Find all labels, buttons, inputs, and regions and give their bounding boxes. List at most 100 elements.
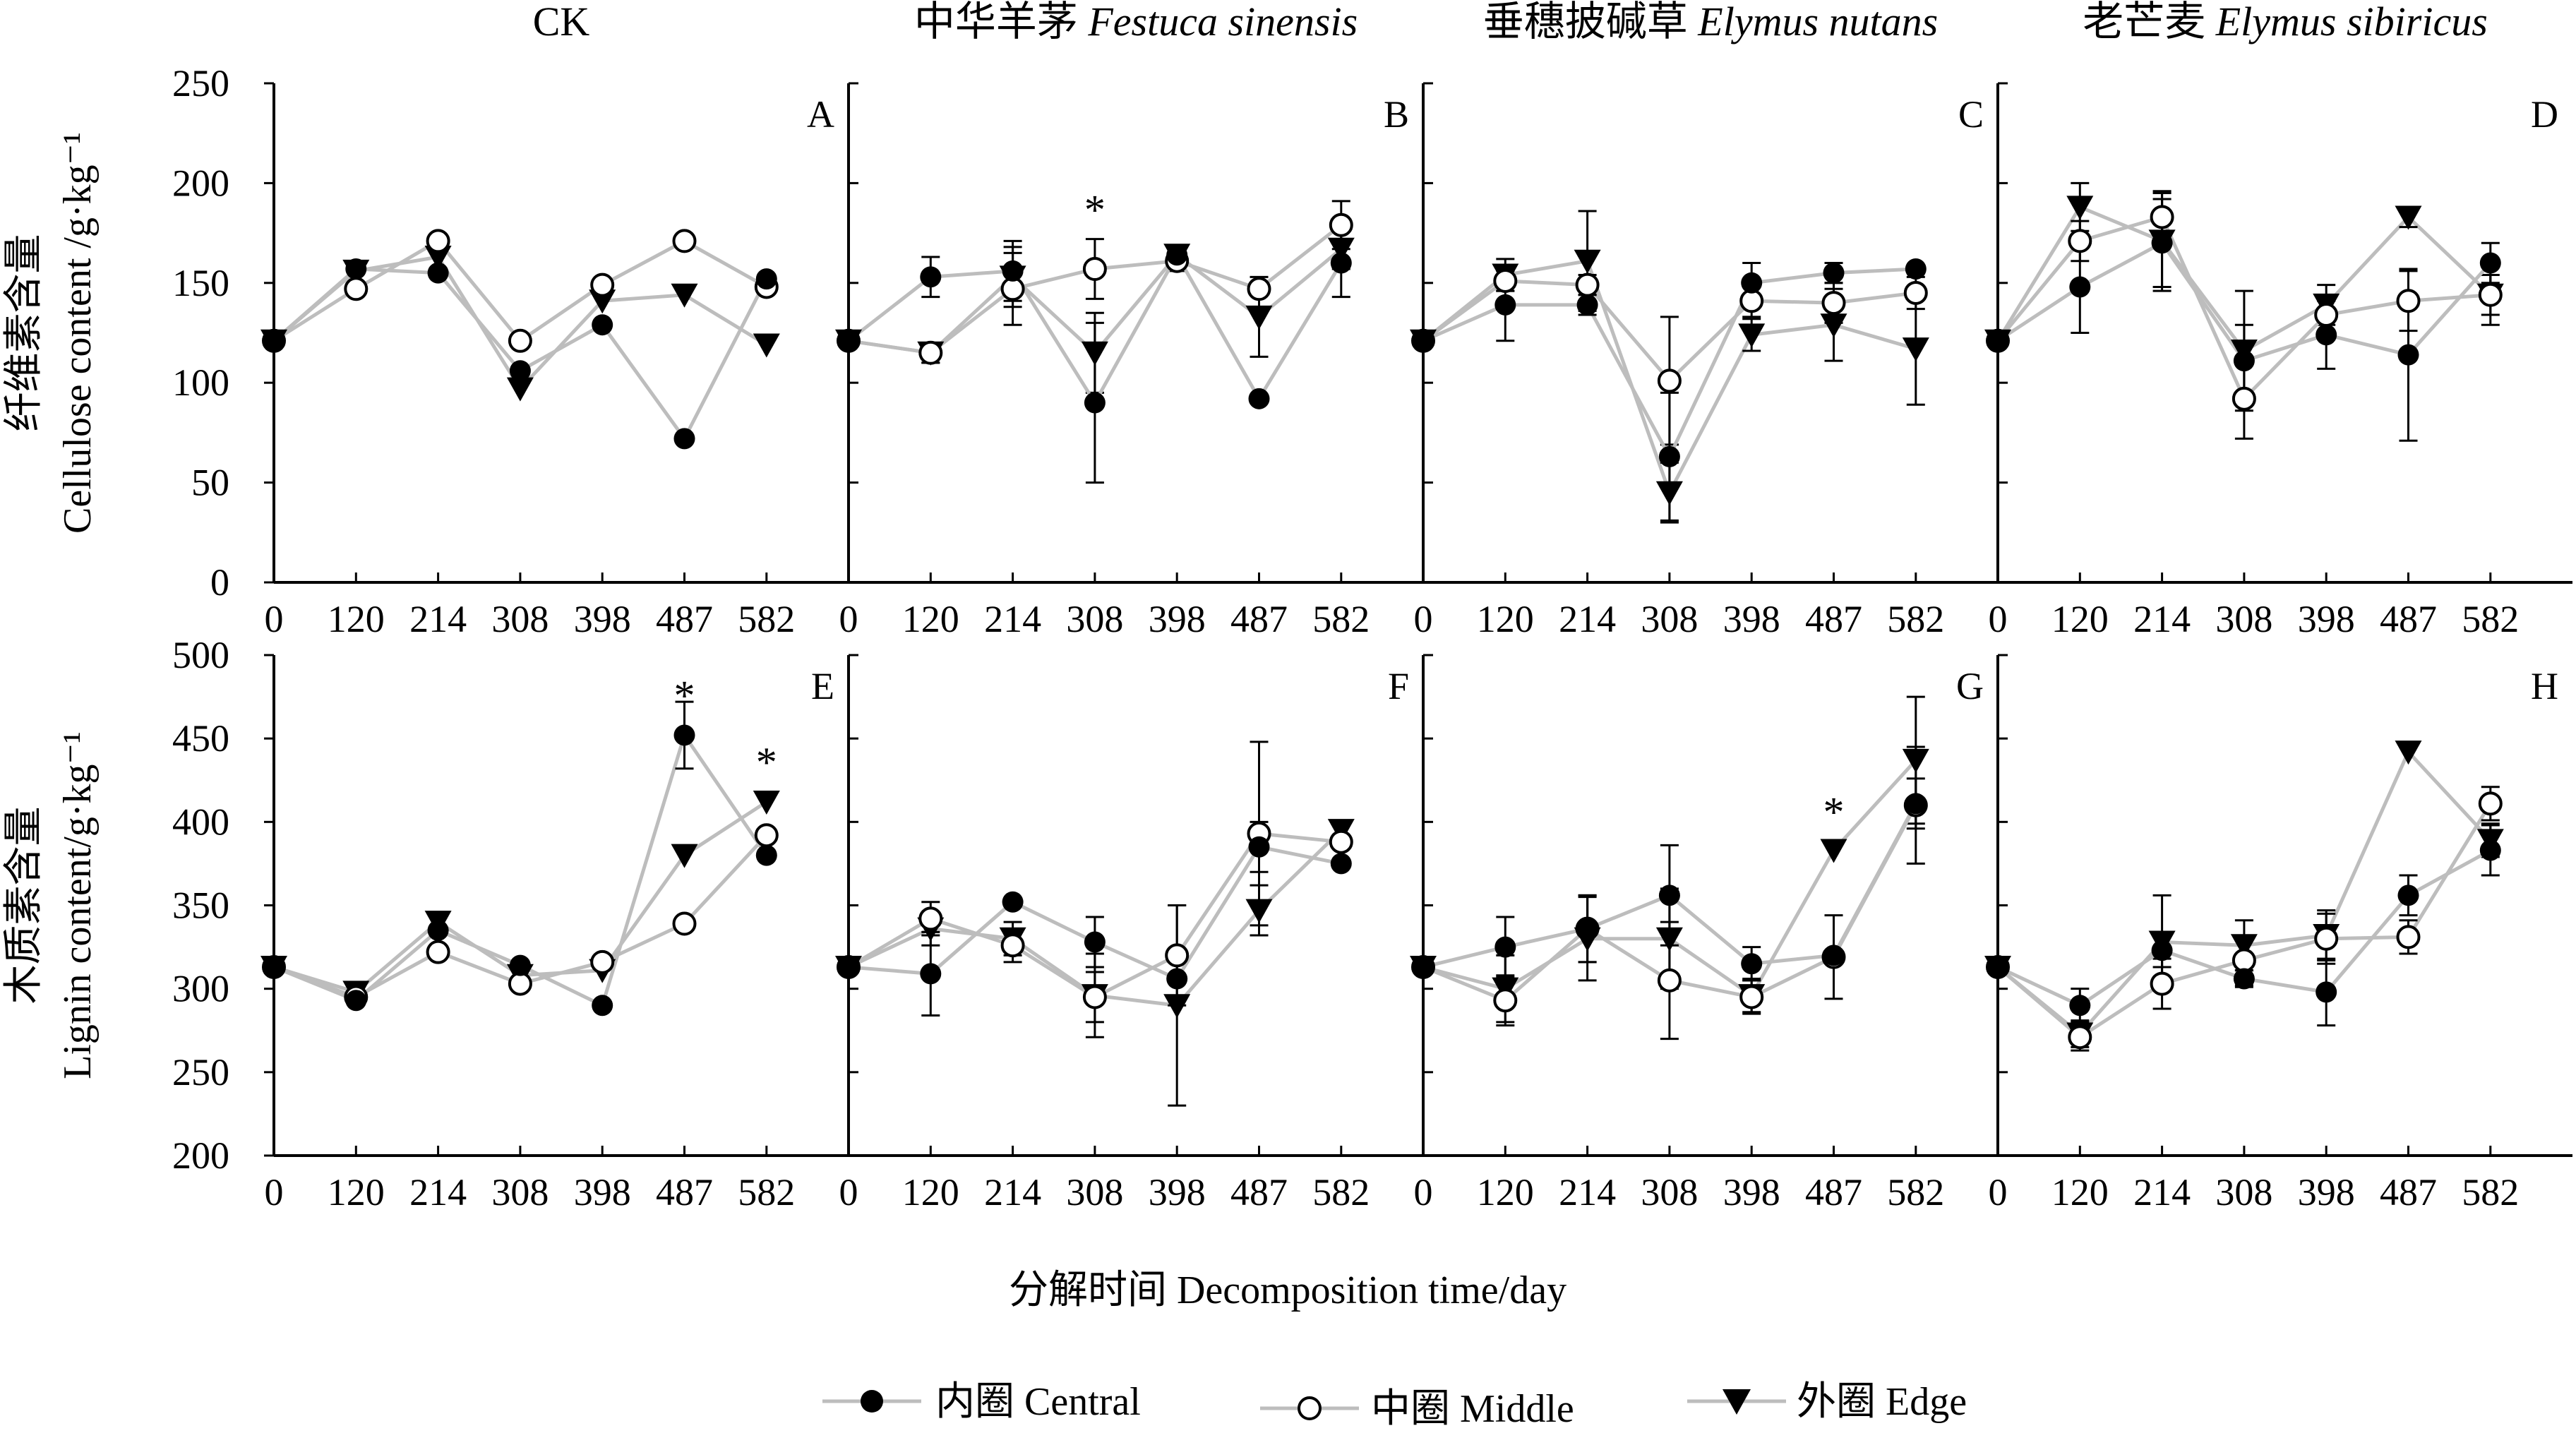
point-central	[2069, 995, 2091, 1017]
x-tick-label: 120	[902, 598, 959, 640]
x-tick-label: 308	[2215, 1171, 2272, 1213]
point-central	[2479, 839, 2501, 861]
y-tick-label: 250	[172, 62, 229, 104]
point-edge	[671, 844, 698, 868]
y-tick-label: 250	[172, 1051, 229, 1093]
point-edge	[2395, 205, 2422, 230]
point-edge	[1738, 323, 1766, 348]
point-central	[1248, 836, 1270, 858]
column-title-0: CK	[533, 0, 590, 44]
x-tick-label: 582	[1312, 1171, 1370, 1213]
point-middle	[2314, 303, 2339, 328]
point-central	[2316, 324, 2337, 346]
point-edge	[2230, 934, 2258, 959]
x-tick-label: 487	[656, 598, 713, 640]
point-central	[1741, 953, 1763, 975]
y-axis-label-en-0: Cellulose content /g·kg⁻¹	[56, 132, 100, 534]
x-tick-label: 308	[1641, 1171, 1698, 1213]
x-tick-label: 120	[2051, 598, 2109, 640]
point-middle	[1247, 277, 1271, 301]
x-tick-label: 0	[839, 1171, 858, 1213]
x-tick-label: 398	[1149, 1171, 1206, 1213]
legend-label-edge: 外圈 Edge	[1797, 1380, 1967, 1424]
legend-marker-central	[861, 1390, 883, 1413]
point-central	[838, 956, 859, 978]
point-middle	[672, 229, 697, 253]
x-tick-label: 487	[2380, 598, 2437, 640]
column-title-3: 老芒麦 Elymus sibiricus	[2083, 0, 2488, 44]
x-tick-label: 214	[2133, 1171, 2191, 1213]
point-central	[1330, 853, 1352, 875]
point-central	[1494, 936, 1516, 958]
panel-letter-B: B	[1384, 93, 1409, 136]
point-central	[1166, 968, 1188, 990]
panel-letter-D: D	[2531, 93, 2558, 136]
point-central	[673, 724, 695, 746]
point-middle	[1000, 933, 1025, 958]
x-tick-label: 120	[902, 1171, 959, 1213]
significance-star: *	[1084, 187, 1106, 234]
point-central	[1905, 793, 1927, 815]
point-middle	[1329, 212, 1353, 237]
point-central	[2069, 276, 2091, 298]
point-middle	[1657, 368, 1682, 393]
x-tick-label: 214	[1559, 598, 1616, 640]
point-middle	[590, 272, 615, 297]
y-tick-label: 350	[172, 885, 229, 927]
x-tick-label: 398	[1149, 598, 1206, 640]
legend-marker-middle	[1298, 1396, 1322, 1420]
point-central	[1576, 918, 1598, 940]
column-title-latin-1: Festuca sinensis	[1078, 0, 1358, 44]
column-title-2: 垂穗披碱草 Elymus nutans	[1483, 0, 1938, 44]
point-central	[2397, 885, 2419, 906]
x-tick-label: 582	[1312, 598, 1370, 640]
x-tick-label: 0	[1989, 598, 2008, 640]
point-middle	[590, 949, 615, 974]
x-tick-label: 308	[1066, 598, 1123, 640]
point-central	[1658, 445, 1680, 467]
x-tick-label: 487	[1230, 1171, 1288, 1213]
x-tick-label: 398	[574, 1171, 631, 1213]
point-edge	[2066, 196, 2094, 220]
point-central	[2233, 350, 2255, 372]
point-middle	[426, 940, 450, 964]
point-edge	[1574, 249, 1601, 274]
significance-star: *	[756, 739, 777, 786]
point-central	[755, 844, 777, 866]
column-title-latin-3: Elymus sibiricus	[2205, 0, 2488, 44]
y-tick-label: 200	[172, 1134, 229, 1177]
point-central	[509, 360, 531, 382]
point-middle	[1739, 985, 1764, 1009]
point-middle	[426, 229, 450, 253]
point-central	[1330, 252, 1352, 274]
point-middle	[1493, 268, 1518, 293]
point-middle	[1165, 943, 1190, 968]
point-central	[2151, 232, 2173, 254]
point-central	[1658, 885, 1680, 906]
panel-letter-A: A	[807, 93, 834, 136]
y-axis-label-en-1: Lignin content/g·kg⁻¹	[56, 731, 100, 1079]
x-tick-label: 398	[2298, 598, 2355, 640]
significance-star: *	[674, 672, 695, 719]
point-middle	[508, 971, 532, 996]
point-central	[838, 330, 859, 352]
point-edge	[506, 377, 534, 402]
point-edge	[1820, 313, 1847, 338]
point-central	[263, 330, 284, 352]
point-edge	[1163, 994, 1191, 1019]
point-middle	[1575, 272, 1600, 297]
point-middle	[1903, 280, 1928, 305]
point-edge	[1820, 839, 1847, 863]
x-tick-label: 0	[839, 598, 858, 640]
point-edge	[1655, 927, 1683, 952]
point-central	[1413, 956, 1434, 978]
point-edge	[589, 289, 616, 314]
column-title-1: 中华羊茅 Festuca sinensis	[914, 0, 1358, 44]
point-central	[2397, 344, 2419, 366]
x-tick-label: 398	[1723, 1171, 1780, 1213]
point-middle	[2396, 289, 2421, 313]
point-central	[2233, 968, 2255, 990]
point-central	[2316, 981, 2337, 1003]
x-tick-label: 214	[2133, 598, 2191, 640]
